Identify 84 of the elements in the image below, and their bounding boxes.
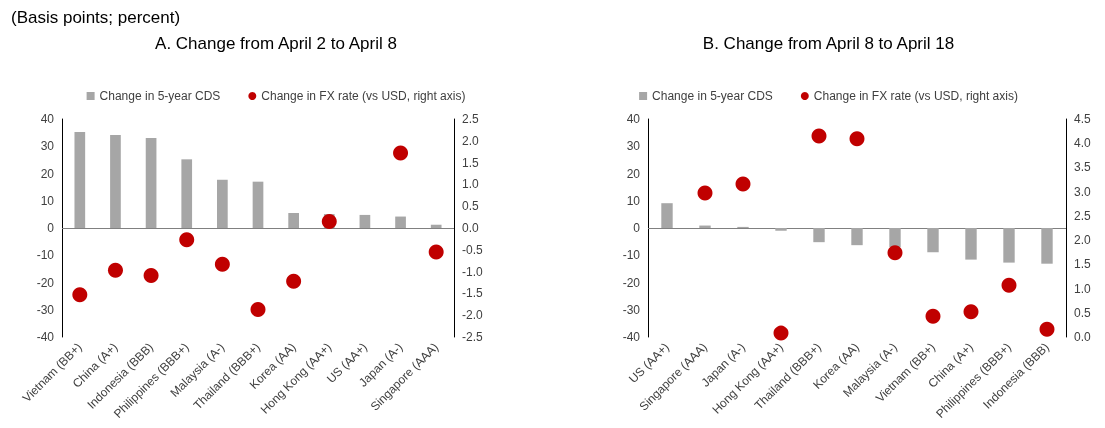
bar — [965, 228, 977, 260]
y2-tick-label: 0.5 — [1074, 305, 1092, 320]
y-tick-label: -30 — [36, 302, 55, 317]
y-tick-label: 10 — [40, 193, 55, 208]
bar — [1041, 228, 1053, 264]
chart-title: A. Change from April 2 to April 8 — [155, 34, 397, 53]
point — [179, 232, 195, 248]
point — [811, 128, 827, 144]
bar — [252, 181, 264, 228]
point — [735, 176, 751, 192]
point — [250, 302, 266, 318]
point — [963, 304, 979, 320]
chart-title: B. Change from April 8 to April 18 — [702, 34, 955, 53]
y2-tick-label: 4.0 — [1074, 136, 1092, 151]
bar — [217, 179, 228, 228]
y2-tick-label: 0.0 — [1074, 330, 1092, 344]
y-tick-label: 0 — [633, 221, 641, 235]
y-tick-label: -30 — [622, 302, 641, 317]
y-tick-label: 10 — [626, 193, 641, 208]
y-tick-label: 30 — [40, 139, 55, 154]
y-tick-label: 20 — [40, 166, 55, 181]
y2-tick-label: 2.5 — [1074, 208, 1092, 223]
legend-label: Change in FX rate (vs USD, right axis) — [261, 89, 466, 103]
y2-tick-label: 2.0 — [1074, 233, 1092, 248]
bar — [74, 132, 86, 228]
point — [214, 256, 230, 272]
y-tick-label: -10 — [36, 248, 55, 263]
y-tick-label: 30 — [626, 139, 641, 154]
point — [773, 325, 789, 341]
point — [393, 145, 409, 161]
y-tick-label: -20 — [622, 275, 641, 290]
y2-tick-label: 2.5 — [462, 112, 480, 126]
bar — [813, 228, 825, 243]
y-tick-label: -20 — [36, 275, 55, 290]
point — [1001, 277, 1017, 293]
bar — [927, 228, 939, 253]
y2-tick-label: 1.0 — [462, 177, 480, 192]
y-tick-label: 20 — [626, 166, 641, 181]
y2-tick-label: 1.5 — [1074, 257, 1092, 272]
point — [143, 268, 159, 284]
point — [887, 245, 903, 261]
point — [849, 131, 865, 147]
y-tick-label: 40 — [626, 112, 641, 126]
chart-subtitle: (Basis points; percent) — [11, 8, 181, 27]
bar — [288, 213, 299, 228]
point — [428, 244, 444, 260]
legend-label: Change in FX rate (vs USD, right axis) — [813, 89, 1018, 103]
y2-tick-label: -1.0 — [462, 264, 483, 279]
bar — [661, 203, 673, 228]
y2-tick-label: 0.5 — [462, 199, 480, 214]
bar — [145, 138, 157, 228]
y-tick-label: -40 — [36, 330, 55, 344]
legend-label: Change in 5-year CDS — [99, 89, 221, 103]
point — [925, 308, 941, 324]
y-tick-label: 0 — [47, 221, 55, 235]
bar — [359, 214, 371, 228]
y2-tick-label: 0.0 — [462, 221, 480, 235]
point — [1039, 321, 1055, 337]
bar — [430, 224, 442, 228]
point — [286, 273, 302, 289]
y2-tick-label: -1.5 — [462, 286, 483, 301]
bar — [775, 228, 787, 231]
y2-tick-label: 2.0 — [462, 133, 480, 148]
y-tick-label: -10 — [622, 248, 641, 263]
y2-tick-label: -0.5 — [462, 242, 483, 257]
bar — [110, 135, 121, 228]
y2-tick-label: -2.5 — [462, 330, 483, 344]
y-tick-label: 40 — [40, 112, 55, 126]
y2-tick-label: 3.5 — [1074, 160, 1092, 175]
bar — [851, 228, 863, 246]
y-tick-label: -40 — [622, 330, 641, 344]
bar — [181, 159, 193, 228]
bar — [889, 228, 901, 248]
point — [72, 287, 88, 303]
y2-tick-label: 1.0 — [1074, 281, 1092, 296]
y2-tick-label: 1.5 — [462, 155, 480, 170]
point — [697, 185, 713, 201]
y2-tick-label: -2.0 — [462, 308, 483, 323]
bar — [1003, 228, 1015, 263]
point — [107, 262, 123, 278]
y2-tick-label: 4.5 — [1074, 112, 1092, 126]
bar — [395, 216, 406, 228]
y2-tick-label: 3.0 — [1074, 184, 1092, 199]
legend-label: Change in 5-year CDS — [652, 89, 773, 103]
